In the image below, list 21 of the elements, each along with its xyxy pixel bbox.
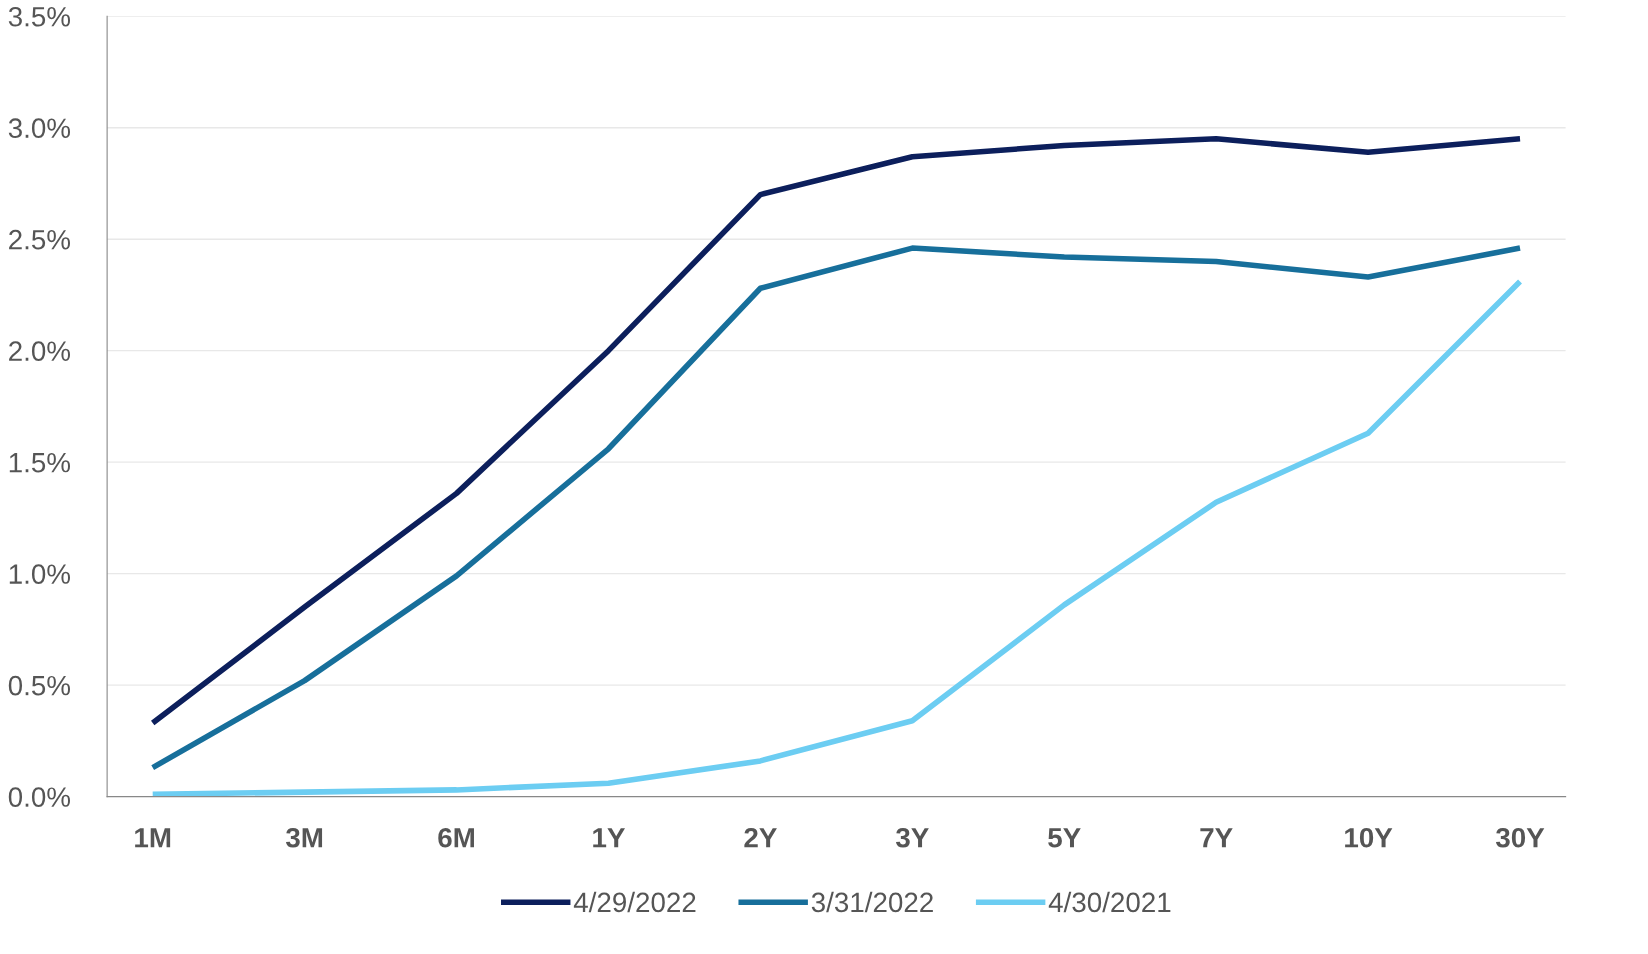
y-tick-label: 3.0% — [8, 118, 71, 139]
x-tick-label: 3Y — [895, 827, 929, 848]
y-tick-label: 3.5% — [8, 6, 71, 27]
x-tick-label: 30Y — [1495, 827, 1545, 848]
y-tick-label: 0.0% — [8, 787, 71, 807]
legend-label: 4/29/2022 — [573, 891, 696, 913]
x-tick-label: 1Y — [593, 828, 626, 848]
y-tick-label: 1.0% — [9, 564, 71, 584]
legend-label: 4/30/2021 — [1048, 891, 1171, 913]
x-tick-label: 5Y — [1048, 828, 1081, 848]
y-tick-label: 1.5% — [9, 452, 71, 473]
x-tick-label: 2Y — [744, 827, 777, 848]
x-tick-label: 10Y — [1345, 827, 1393, 848]
x-tick-label: 6M — [438, 827, 474, 848]
y-tick-label: 2.5% — [9, 229, 71, 250]
x-tick-label: 1M — [135, 828, 171, 848]
y-tick-label: 0.5% — [8, 675, 71, 696]
legend-label: 3/31/2022 — [811, 891, 933, 913]
y-tick-label: 2.0% — [9, 341, 71, 361]
x-tick-label: 7Y — [1200, 828, 1233, 848]
x-tick-label: 3M — [285, 827, 323, 848]
